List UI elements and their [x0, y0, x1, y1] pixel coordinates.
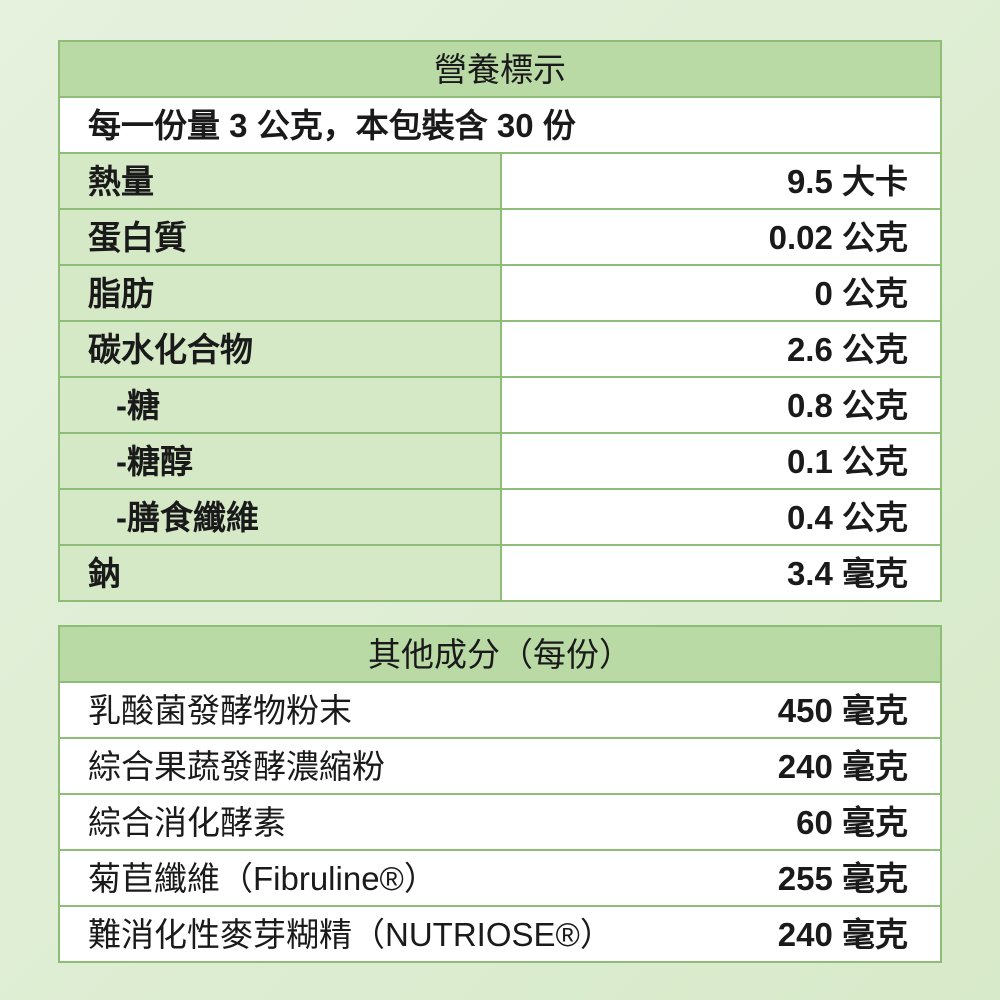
nutrient-label: -糖 [58, 376, 502, 434]
nutrient-label: 脂肪 [58, 264, 502, 322]
nutrient-row: 熱量 9.5 大卡 [58, 152, 942, 210]
nutrient-row: -膳食纖維 0.4 公克 [58, 488, 942, 546]
ingredient-row: 綜合果蔬發酵濃縮粉 240 毫克 [58, 737, 943, 795]
nutrient-value: 2.6 公克 [500, 320, 942, 378]
nutrient-label: -糖醇 [58, 432, 502, 490]
nutrient-row: -糖 0.8 公克 [58, 376, 942, 434]
other-ingredients-title: 其他成分（每份） [58, 625, 942, 683]
other-ingredients-table: 其他成分（每份） 乳酸菌發酵物粉末 450 毫克 綜合果蔬發酵濃縮粉 240 毫克 綜合… [58, 625, 943, 963]
ingredient-row: 難消化性麥芽糊精（NUTRIOSE®） 240 毫克 [58, 905, 943, 963]
nutrition-facts-table: 營養標示 每一份量 3 公克，本包裝含 30 份 熱量 9.5 大卡 蛋白質 0.02… [58, 40, 942, 602]
nutrient-row: 鈉 3.4 毫克 [58, 544, 942, 602]
nutrient-row: -糖醇 0.1 公克 [58, 432, 942, 490]
nutrient-label: 蛋白質 [58, 208, 502, 266]
nutrient-label: 碳水化合物 [58, 320, 502, 378]
nutrition-title: 營養標示 [58, 40, 942, 98]
ingredient-label: 綜合消化酵素 [58, 793, 715, 851]
nutrient-value: 0.1 公克 [500, 432, 942, 490]
ingredient-label: 難消化性麥芽糊精（NUTRIOSE®） [58, 905, 715, 963]
nutrient-row: 碳水化合物 2.6 公克 [58, 320, 942, 378]
nutrient-value: 0.8 公克 [500, 376, 942, 434]
nutrient-label: 鈉 [58, 544, 502, 602]
nutrient-value: 3.4 毫克 [500, 544, 942, 602]
ingredient-row: 乳酸菌發酵物粉末 450 毫克 [58, 681, 943, 739]
nutrient-row: 蛋白質 0.02 公克 [58, 208, 942, 266]
nutrient-value: 9.5 大卡 [500, 152, 942, 210]
ingredient-row: 菊苣纖維（Fibruline®） 255 毫克 [58, 849, 943, 907]
nutrient-row: 脂肪 0 公克 [58, 264, 942, 322]
nutrient-label: 熱量 [58, 152, 502, 210]
nutrient-value: 0 公克 [500, 264, 942, 322]
ingredient-value: 450 毫克 [714, 681, 943, 739]
ingredient-label: 乳酸菌發酵物粉末 [58, 681, 715, 739]
nutrient-label: -膳食纖維 [58, 488, 502, 546]
ingredient-value: 240 毫克 [714, 905, 943, 963]
ingredient-value: 240 毫克 [714, 737, 943, 795]
ingredient-label: 綜合果蔬發酵濃縮粉 [58, 737, 715, 795]
nutrient-value: 0.4 公克 [500, 488, 942, 546]
ingredient-value: 60 毫克 [714, 793, 943, 851]
ingredient-row: 綜合消化酵素 60 毫克 [58, 793, 943, 851]
nutrient-value: 0.02 公克 [500, 208, 942, 266]
serving-info: 每一份量 3 公克，本包裝含 30 份 [58, 96, 942, 154]
ingredient-value: 255 毫克 [714, 849, 943, 907]
ingredient-label: 菊苣纖維（Fibruline®） [58, 849, 715, 907]
